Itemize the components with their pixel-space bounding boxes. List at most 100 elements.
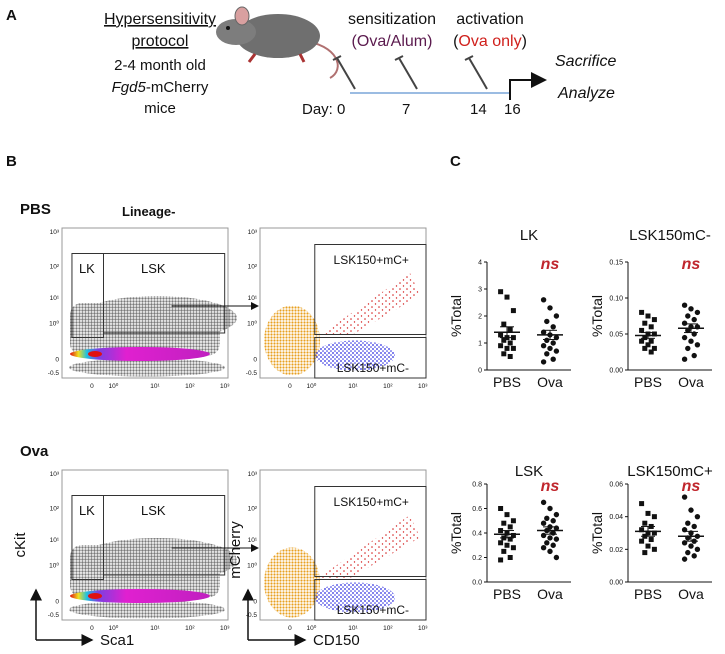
data-point [553,511,560,518]
condition-label: Ova [20,443,49,460]
flow-tick-label: 10¹ [50,537,60,544]
data-point [645,510,651,516]
flow-tick-label: 0 [288,625,292,632]
data-point [547,305,553,311]
data-point [681,334,688,341]
gate [103,253,226,334]
data-point [540,499,547,506]
axis-label: CD150 [313,632,360,649]
cell-density [318,273,420,336]
panel-label: A [6,7,17,24]
cell-density [88,351,102,357]
flow-tick-label: 10² [185,625,195,632]
data-point [498,557,504,563]
y-tick-label: 0.06 [609,482,623,489]
strip-chart: LSK %Total 0.0 0.2 0.4 0.6 0.8 PBS Ova ns [448,463,571,602]
paren: ( [453,33,459,50]
data-point [651,331,657,337]
data-point [553,536,560,542]
data-point [681,302,688,308]
data-point [645,313,651,319]
y-tick-label: 1 [478,341,482,348]
data-point [681,320,688,326]
plot-frame [61,227,229,379]
data-point [681,556,688,562]
flow-tick-label: -0.5 [48,612,60,619]
data-point [498,540,504,546]
axis-label: cKit [12,532,29,558]
data-point [501,351,507,357]
data-point [639,527,645,533]
y-tick-label: 0.10 [609,296,623,303]
gate-label: LSK150+mC+ [334,495,409,509]
plot-frame [61,469,229,621]
cell-density [69,358,225,377]
data-point [691,523,697,530]
data-point [550,324,556,330]
data-point [648,537,654,543]
panel-label: B [6,153,17,170]
flow-tick-label: 10² [50,264,60,271]
y-axis-label: %Total [589,512,605,554]
gate [314,486,427,577]
data-point [645,342,651,348]
y-tick-label: 0 [478,368,482,375]
data-point [645,543,651,549]
data-point [651,345,657,351]
protocol-line: 2-4 month old [114,57,206,74]
data-point [507,536,513,542]
data-point [510,518,516,524]
data-point [681,494,688,500]
flow-tick-label: 10¹ [348,625,358,632]
protocol-text: Hypersensitivity protocol 2-4 month old … [104,11,216,117]
annotation: ns [682,256,701,273]
cell-density [264,547,320,618]
data-point [550,542,556,548]
flow-tick-label: 10⁰ [247,320,257,328]
annotation: ns [541,256,560,273]
flow-plot: 10³ 10² 10¹ 10⁰ 0 -0.5 0 10⁰ 10¹ 10² 10³ LSK150+mC+… [246,469,428,632]
annotation: ns [541,478,560,495]
data-point [639,501,645,507]
flow-tick-label: 10³ [248,471,258,478]
y-tick-label: 0.15 [609,260,623,267]
flow-tick-label: 10³ [50,229,60,236]
data-point [547,535,553,541]
gate-label: LSK150+mC- [337,361,409,375]
data-point [651,546,657,552]
data-point [550,518,556,524]
data-point [504,294,510,300]
data-point [498,332,504,338]
y-tick-label: 3 [478,287,482,294]
data-point [540,359,547,365]
gate [314,579,427,621]
data-point [498,289,504,295]
gate-label: LSK150+mC+ [334,253,409,267]
flow-tick-label: 10⁰ [109,382,119,390]
y-tick-label: 0.6 [472,506,482,513]
data-point [498,506,504,511]
day-label: 14 [470,101,487,118]
flow-tick-label: 10⁰ [109,624,119,632]
data-point [648,349,654,355]
y-tick-label: 0.04 [609,514,623,521]
day-label: 16 [504,101,521,118]
flow-tick-label: 0 [90,625,94,632]
gate-label: LSK [141,503,166,518]
data-point [510,532,516,538]
data-point [691,352,697,359]
y-tick-label: 0.05 [609,332,623,339]
y-axis-label: %Total [589,295,605,337]
y-tick-label: 0.0 [472,580,482,587]
data-point [685,345,691,352]
flow-plot: 10³ 10² 10¹ 10⁰ 0 -0.5 0 10⁰ 10¹ 10² 10³ LK LSK [48,469,259,632]
data-point [544,318,550,325]
annotation: ns [682,478,701,495]
flow-plot: 10³ 10² 10¹ 10⁰ 0 -0.5 0 10⁰ 10¹ 10² 10³ LSK150+mC+… [246,227,428,390]
data-point [498,343,504,349]
y-tick-label: 0.2 [472,555,482,562]
data-point [553,313,560,319]
cell-density [69,600,225,619]
